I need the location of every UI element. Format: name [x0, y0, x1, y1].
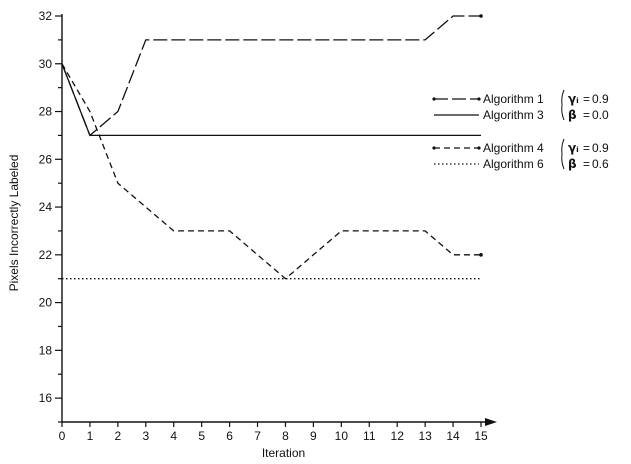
- series-line-algorithm-3: [61, 63, 481, 137]
- legend-brace: [561, 138, 565, 170]
- legend-label: Algorithm 4: [483, 141, 544, 155]
- x-tick-label: 3: [142, 429, 149, 443]
- y-tick-label: 30: [39, 57, 53, 71]
- series-lines: [61, 14, 483, 280]
- param-symbol: γᵢ: [568, 141, 579, 155]
- series-line-algorithm-4: [61, 63, 481, 280]
- axes: [55, 14, 497, 427]
- x-tick-label: 6: [226, 429, 233, 443]
- legend-swatch-dot: [477, 146, 481, 150]
- legend-swatch-dot: [477, 97, 481, 101]
- y-tick-label: 22: [39, 248, 53, 262]
- legend: Algorithm 1 Algorithm 3 Algorithm 4 Algorit…: [432, 89, 609, 171]
- legend-label: Algorithm 1: [483, 92, 544, 106]
- x-tick-label: 15: [474, 429, 488, 443]
- x-tick-label: 8: [282, 429, 289, 443]
- param-equals: =: [583, 141, 590, 155]
- legend-swatch-dot: [432, 97, 436, 101]
- x-axis-arrowhead: [485, 418, 497, 426]
- y-tick-label: 20: [39, 296, 53, 310]
- y-axis-title: Pixels Incorrectly Labeled: [7, 155, 21, 292]
- legend-label: Algorithm 6: [483, 157, 544, 171]
- x-tick-label: 13: [418, 429, 432, 443]
- x-tick-label: 14: [446, 429, 460, 443]
- x-tick-label: 0: [59, 429, 66, 443]
- x-tick-label: 5: [198, 429, 205, 443]
- param-value: 0.9: [592, 92, 609, 106]
- param-value: 0.0: [592, 108, 609, 122]
- series-end-marker: [479, 253, 483, 257]
- param-symbol: β: [568, 157, 577, 171]
- param-value: 0.9: [592, 141, 609, 155]
- x-tick-label: 7: [254, 429, 261, 443]
- y-tick-label: 16: [39, 391, 53, 405]
- y-tick-label: 18: [39, 343, 53, 357]
- param-symbol: β: [568, 108, 577, 122]
- series-line-algorithm-1: [61, 15, 481, 137]
- x-tick-label: 4: [170, 429, 177, 443]
- x-axis-title: Iteration: [262, 446, 305, 460]
- legend-brace: [561, 89, 565, 121]
- param-equals: =: [583, 157, 590, 171]
- param-equals: =: [583, 108, 590, 122]
- legend-swatch-dot: [432, 146, 436, 150]
- x-tick-label: 2: [115, 429, 122, 443]
- param-equals: =: [583, 92, 590, 106]
- x-tick-label: 9: [310, 429, 317, 443]
- y-tick-label: 26: [39, 152, 53, 166]
- x-tick-label: 1: [87, 429, 94, 443]
- param-value: 0.6: [592, 157, 609, 171]
- y-tick-label: 24: [39, 200, 53, 214]
- y-tick-label: 28: [39, 105, 53, 119]
- param-symbol: γᵢ: [568, 92, 579, 106]
- x-tick-label: 10: [335, 429, 349, 443]
- series-end-marker: [479, 14, 483, 18]
- x-tick-label: 12: [391, 429, 405, 443]
- y-tick-label: 32: [39, 9, 53, 23]
- x-tick-label: 11: [363, 429, 376, 443]
- legend-label: Algorithm 3: [483, 108, 544, 122]
